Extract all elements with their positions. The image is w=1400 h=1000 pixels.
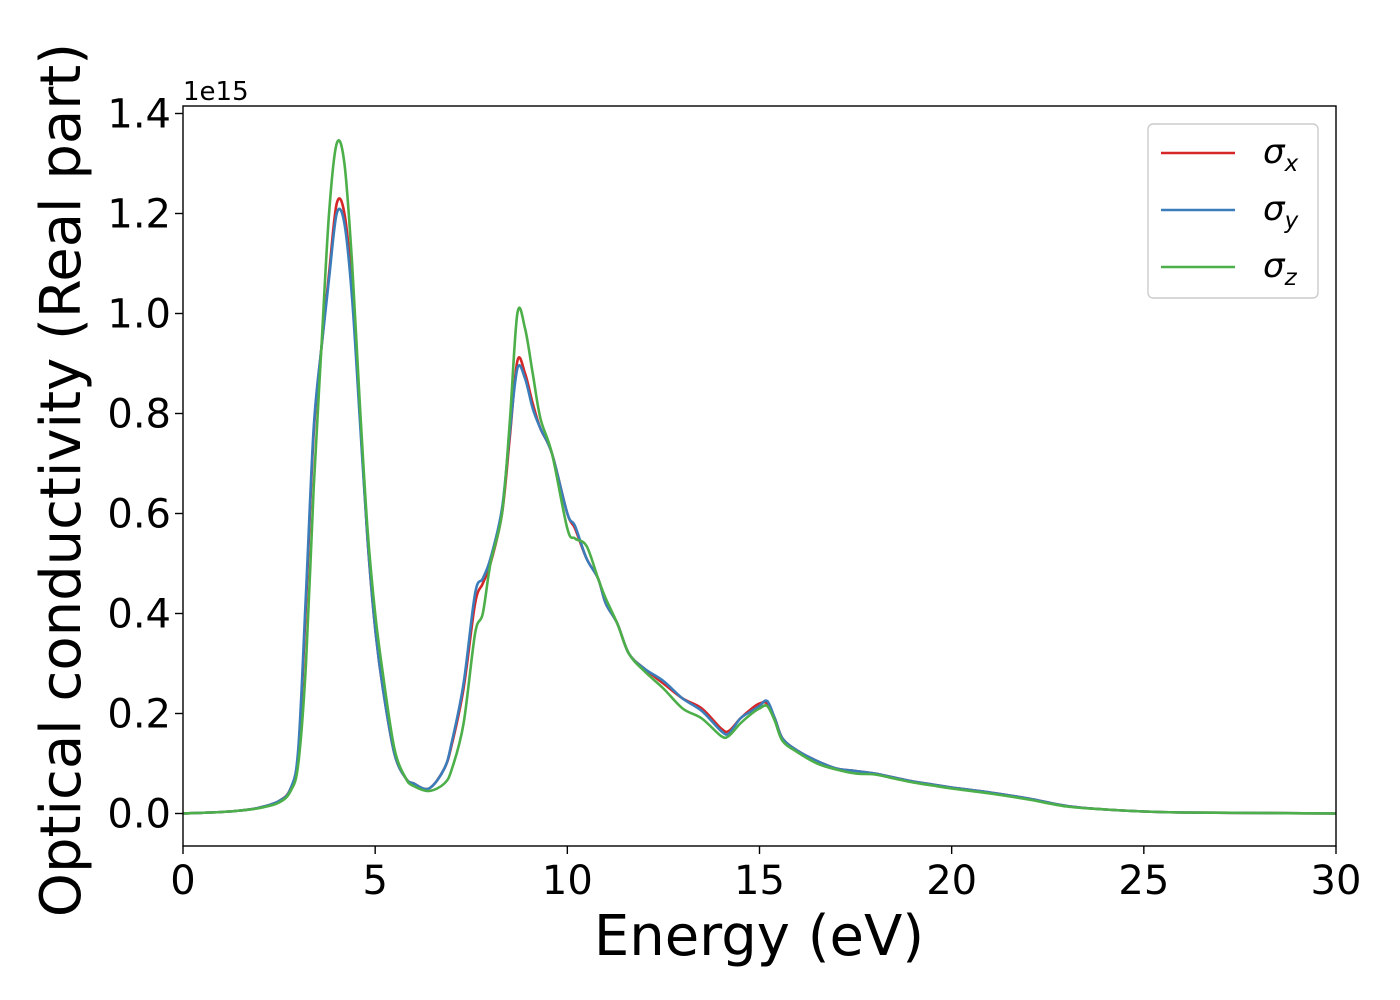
legend-label-z: σz (1263, 246, 1298, 291)
series-line-y (182, 207, 1337, 815)
y-tick-label: 0.4 (107, 592, 171, 638)
x-axis-ticks: 0 5 10 15 20 25 30 (170, 846, 1361, 904)
y-tick-label: 0.8 (107, 392, 171, 438)
series-layer (182, 138, 1337, 815)
y-tick-label: 1.4 (107, 92, 171, 138)
y-tick-label: 1.0 (107, 292, 171, 338)
legend-label-y: σy (1263, 189, 1299, 234)
y-tick-label: 0.2 (107, 692, 171, 738)
y-tick-label: 0.0 (107, 792, 171, 838)
x-tick-label: 20 (926, 858, 977, 904)
x-tick-label: 15 (734, 858, 785, 904)
x-tick-label: 10 (542, 858, 593, 904)
y-offset-label: 1e15 (183, 77, 249, 107)
x-tick-label: 5 (362, 858, 387, 904)
x-axis-title: Energy (eV) (594, 904, 924, 969)
x-tick-label: 0 (170, 858, 195, 904)
y-tick-label: 0.6 (107, 492, 171, 538)
series-line-z (182, 138, 1337, 815)
legend: σx σy σz (1147, 123, 1319, 299)
legend-label-x: σx (1263, 132, 1299, 177)
x-tick-label: 25 (1118, 858, 1169, 904)
y-tick-label: 1.2 (107, 192, 171, 238)
x-tick-label: 30 (1311, 858, 1362, 904)
y-axis-title: Optical conductivity (Real part) (29, 43, 94, 917)
y-axis-ticks: 0.0 0.2 0.4 0.6 0.8 1.0 1.2 1.4 (107, 92, 183, 838)
